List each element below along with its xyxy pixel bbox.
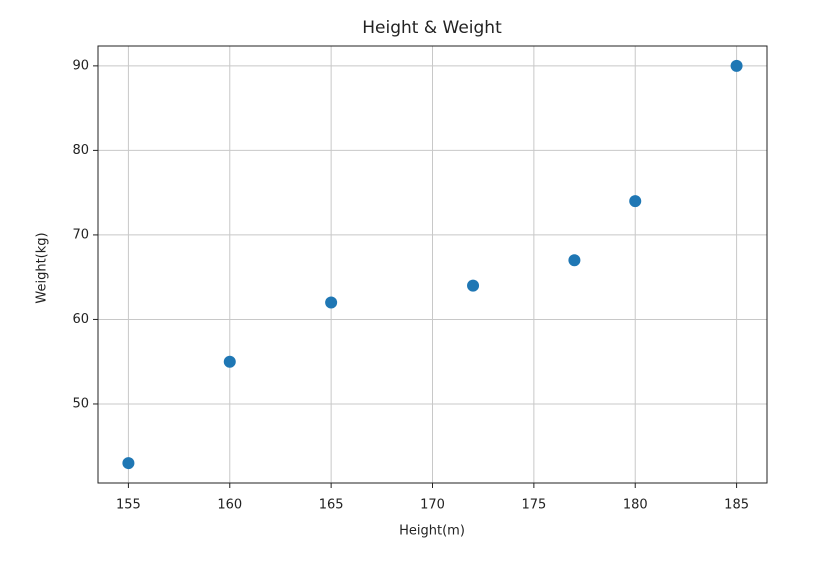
y-tick-label: 50 bbox=[72, 396, 89, 411]
x-tick-label: 160 bbox=[217, 498, 242, 513]
y-tick-label: 90 bbox=[72, 58, 89, 73]
x-tick-label: 185 bbox=[724, 498, 749, 513]
y-tick-label: 70 bbox=[72, 227, 89, 242]
point bbox=[629, 195, 642, 208]
point bbox=[122, 457, 135, 470]
point bbox=[223, 355, 236, 368]
x-axis-label: Height(m) bbox=[399, 524, 465, 539]
x-tick-label: 170 bbox=[420, 498, 445, 513]
chart-title: Height & Weight bbox=[362, 18, 502, 38]
x-tick-label: 165 bbox=[319, 498, 344, 513]
x-tick-label: 180 bbox=[623, 498, 648, 513]
point bbox=[467, 279, 480, 292]
point bbox=[568, 254, 581, 267]
point bbox=[730, 59, 743, 72]
y-axis-label: Weight(kg) bbox=[35, 232, 50, 303]
x-tick-label: 175 bbox=[521, 498, 546, 513]
x-tick-label: 155 bbox=[116, 498, 141, 513]
y-tick-label: 80 bbox=[72, 143, 89, 158]
y-tick-label: 60 bbox=[72, 312, 89, 327]
plot-frame bbox=[97, 45, 768, 484]
point bbox=[325, 296, 338, 309]
